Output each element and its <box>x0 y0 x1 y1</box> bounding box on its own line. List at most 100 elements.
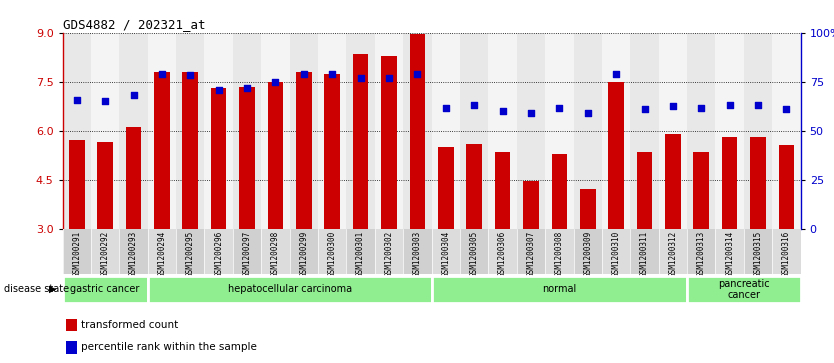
Bar <box>517 33 545 229</box>
Text: GSM1200300: GSM1200300 <box>328 231 337 277</box>
Bar <box>466 144 482 229</box>
Text: GSM1200295: GSM1200295 <box>186 231 195 277</box>
Bar <box>432 33 460 229</box>
Text: GSM1200303: GSM1200303 <box>413 231 422 277</box>
Text: GSM1200298: GSM1200298 <box>271 231 280 277</box>
Point <box>269 79 282 85</box>
Bar <box>438 147 454 229</box>
Bar <box>403 33 432 229</box>
Bar <box>148 229 176 274</box>
Point <box>723 102 736 107</box>
Bar <box>346 229 374 274</box>
Text: GSM1200301: GSM1200301 <box>356 231 365 277</box>
Bar <box>374 33 403 229</box>
Bar <box>631 229 659 274</box>
Bar <box>318 229 346 274</box>
Point <box>70 97 83 103</box>
Text: GSM1200307: GSM1200307 <box>526 231 535 277</box>
Bar <box>523 181 539 229</box>
Bar <box>176 33 204 229</box>
Bar <box>296 72 312 229</box>
Bar <box>66 319 78 331</box>
Bar <box>608 82 624 229</box>
Bar <box>403 229 432 274</box>
Bar <box>119 229 148 274</box>
Text: GSM1200304: GSM1200304 <box>441 231 450 277</box>
Bar <box>91 229 119 274</box>
Text: GSM1200297: GSM1200297 <box>243 231 252 277</box>
Bar <box>211 88 227 229</box>
Bar <box>69 140 84 229</box>
Bar <box>381 56 397 229</box>
Bar <box>659 229 687 274</box>
Bar <box>63 33 91 229</box>
Bar <box>63 229 91 274</box>
Point <box>382 76 395 81</box>
Bar <box>268 82 284 229</box>
Point <box>525 110 538 116</box>
Bar <box>318 33 346 229</box>
Bar <box>324 74 340 229</box>
Point <box>638 107 651 113</box>
Bar <box>126 127 141 229</box>
Bar <box>289 229 318 274</box>
Text: GSM1200309: GSM1200309 <box>583 231 592 277</box>
Bar <box>580 189 595 229</box>
Bar <box>574 33 602 229</box>
Bar <box>98 142 113 229</box>
Text: GSM1200296: GSM1200296 <box>214 231 224 277</box>
Point <box>553 105 566 111</box>
Bar <box>744 33 772 229</box>
Point <box>496 108 510 114</box>
Text: GSM1200312: GSM1200312 <box>668 231 677 277</box>
Bar <box>91 33 119 229</box>
FancyBboxPatch shape <box>432 276 687 303</box>
Point <box>127 92 140 98</box>
Bar <box>545 229 574 274</box>
Bar <box>183 72 198 229</box>
Bar <box>204 229 233 274</box>
Bar <box>346 33 374 229</box>
Text: GSM1200310: GSM1200310 <box>611 231 620 277</box>
Text: disease state: disease state <box>4 284 69 294</box>
Text: GSM1200306: GSM1200306 <box>498 231 507 277</box>
Point <box>98 98 112 104</box>
Bar <box>239 87 255 229</box>
Text: GDS4882 / 202321_at: GDS4882 / 202321_at <box>63 19 205 32</box>
Text: GSM1200299: GSM1200299 <box>299 231 309 277</box>
Text: pancreatic
cancer: pancreatic cancer <box>718 279 770 300</box>
Text: GSM1200302: GSM1200302 <box>384 231 394 277</box>
Bar <box>744 229 772 274</box>
Bar <box>772 33 801 229</box>
Point <box>610 71 623 77</box>
Bar <box>495 152 510 229</box>
Bar <box>722 137 737 229</box>
Text: GSM1200313: GSM1200313 <box>696 231 706 277</box>
Bar <box>233 33 261 229</box>
Bar <box>631 33 659 229</box>
Bar <box>687 33 716 229</box>
Bar <box>694 152 709 229</box>
Bar <box>119 33 148 229</box>
Point <box>666 103 680 109</box>
Bar <box>551 154 567 229</box>
Point <box>240 85 254 91</box>
Bar <box>489 229 517 274</box>
Text: GSM1200315: GSM1200315 <box>754 231 762 277</box>
Text: normal: normal <box>542 285 576 294</box>
Point <box>468 102 481 107</box>
Bar <box>204 33 233 229</box>
Bar <box>636 152 652 229</box>
Bar <box>148 33 176 229</box>
Bar <box>432 229 460 274</box>
Point <box>297 71 310 77</box>
Text: hepatocellular carcinoma: hepatocellular carcinoma <box>228 285 352 294</box>
Bar <box>574 229 602 274</box>
Text: gastric cancer: gastric cancer <box>70 285 140 294</box>
Bar <box>659 33 687 229</box>
Bar <box>545 33 574 229</box>
Bar <box>489 33 517 229</box>
Bar <box>716 229 744 274</box>
Text: GSM1200308: GSM1200308 <box>555 231 564 277</box>
Bar <box>460 33 489 229</box>
